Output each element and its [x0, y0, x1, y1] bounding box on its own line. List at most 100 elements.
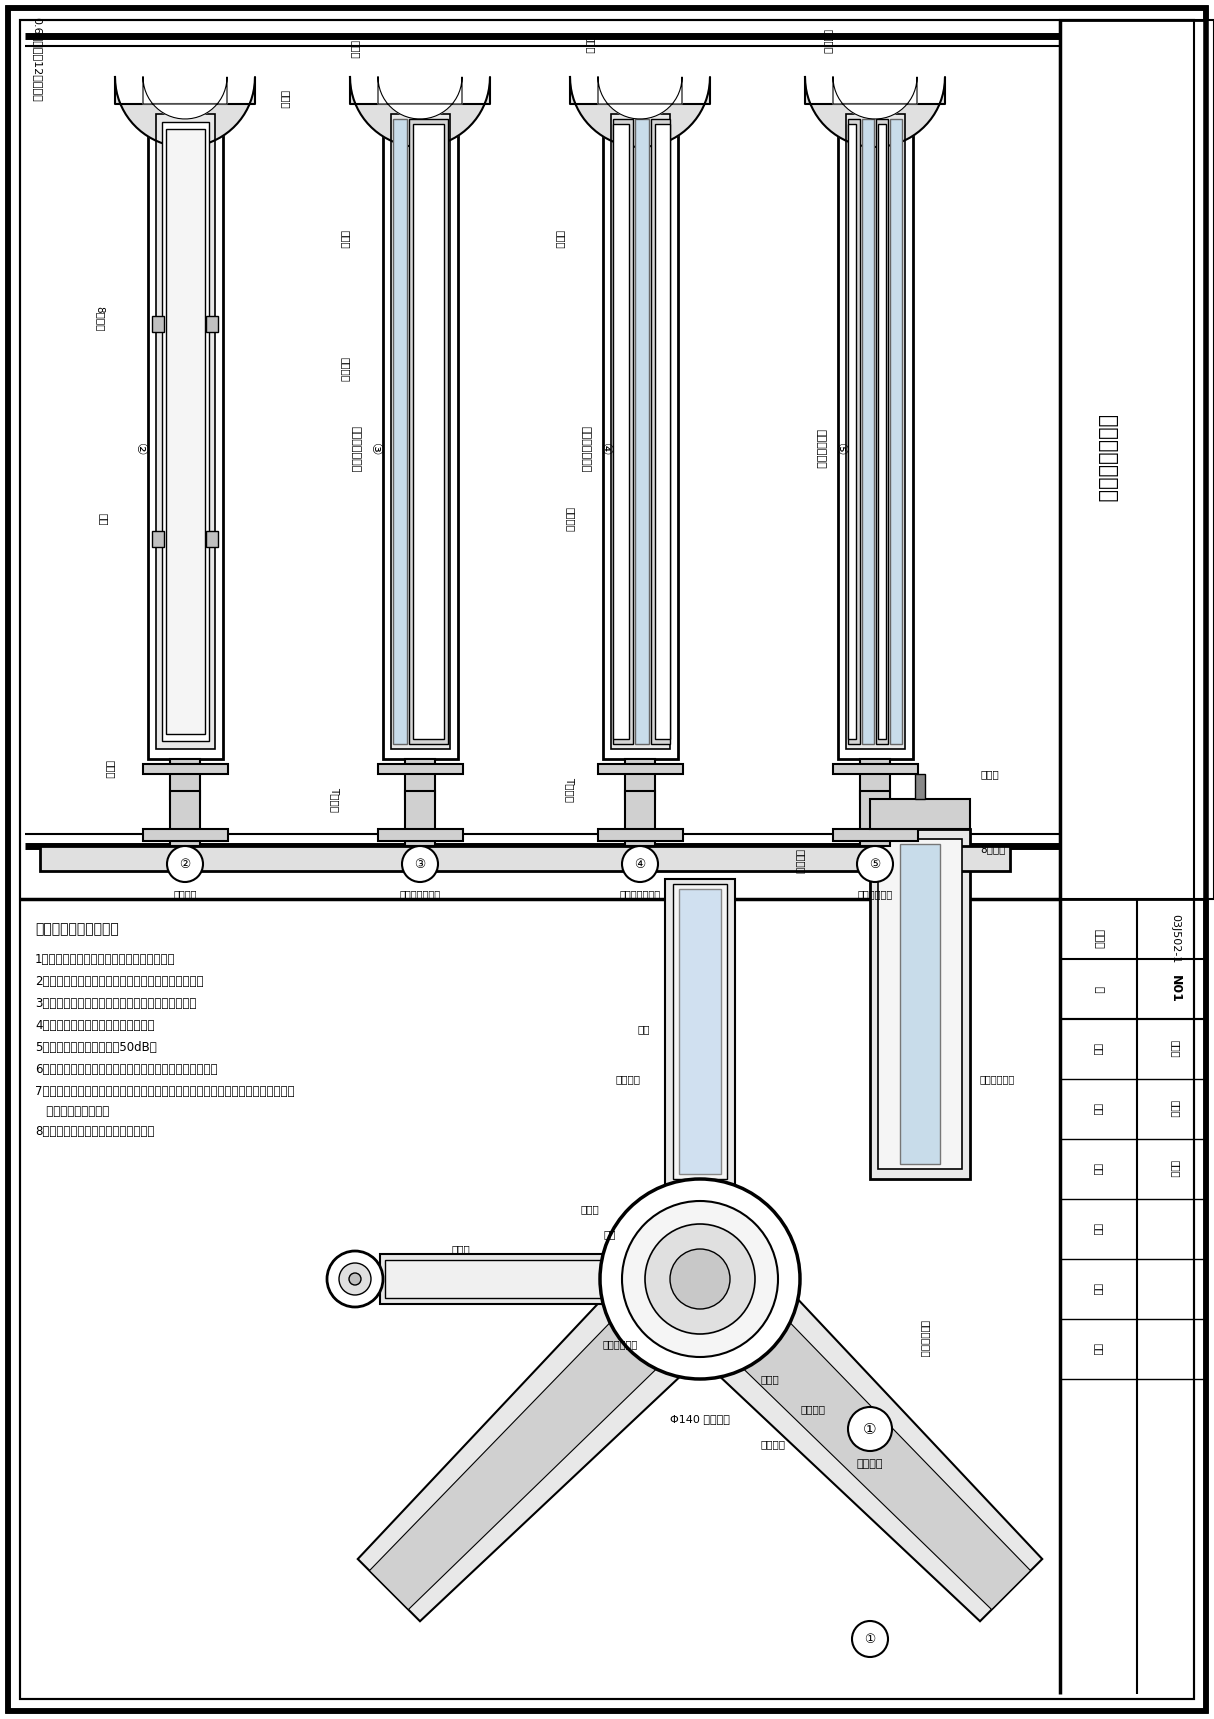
Bar [656, 124, 670, 739]
Bar [878, 839, 961, 1169]
Bar [599, 829, 683, 841]
Bar [870, 799, 970, 829]
Bar [625, 791, 656, 846]
Text: 墙边封口: 墙边封口 [823, 29, 833, 53]
Text: ④: ④ [599, 444, 612, 456]
Bar [385, 1260, 605, 1298]
Bar [635, 119, 649, 744]
Bar [599, 763, 683, 774]
Circle shape [348, 1274, 361, 1286]
Text: 墙边万向接口: 墙边万向接口 [920, 1320, 930, 1358]
Bar [611, 113, 670, 749]
Bar [833, 829, 918, 841]
Bar [900, 844, 940, 1164]
Text: 主龙骨: 主龙骨 [760, 1373, 778, 1384]
Text: T型接口: T型接口 [330, 787, 340, 811]
Text: 钢板模块: 钢板模块 [615, 1074, 640, 1085]
Text: 描图: 描图 [1093, 1282, 1104, 1294]
Text: ①: ① [863, 1422, 877, 1437]
Text: 设计: 设计 [1093, 1162, 1104, 1176]
Text: 模块式成品隔断墙特点: 模块式成品隔断墙特点 [35, 921, 119, 937]
Text: 钢板模块: 钢板模块 [174, 889, 197, 899]
Text: 优良修: 优良修 [1170, 1040, 1180, 1057]
Text: 边封口: 边封口 [585, 36, 595, 53]
Bar [166, 129, 205, 734]
Bar [148, 105, 223, 760]
Circle shape [857, 846, 894, 882]
Bar [378, 763, 463, 774]
Circle shape [339, 1263, 371, 1294]
Text: 双层玻璃模块: 双层玻璃模块 [815, 430, 826, 469]
Bar [161, 122, 209, 741]
Text: 4．重量轻，适合高层建筑承重要求。: 4．重量轻，适合高层建筑承重要求。 [35, 1018, 154, 1031]
Polygon shape [369, 1312, 666, 1609]
Text: 2．模块式组合，可随时拆装，随时改变其室间组合。: 2．模块式组合，可随时拆装，随时改变其室间组合。 [35, 975, 204, 987]
Text: 中单层玻璃模块: 中单层玻璃模块 [580, 426, 590, 473]
Polygon shape [665, 878, 734, 1190]
Text: 7．经过专业处理，是耐酸碱，无尘、防静电等场合适用的产品，符合药厂、电子厂: 7．经过专业处理，是耐酸碱，无尘、防静电等场合适用的产品，符合药厂、电子厂 [35, 1085, 295, 1097]
Bar [878, 124, 886, 739]
Text: 03J502-1: 03J502-1 [1170, 915, 1180, 964]
Text: N01: N01 [1169, 975, 1181, 1002]
Text: 防撞胶: 防撞胶 [580, 1203, 600, 1214]
Bar [152, 531, 164, 547]
Text: 制图: 制图 [1093, 1222, 1104, 1236]
Bar [613, 119, 632, 744]
Text: 门框: 门框 [603, 1229, 617, 1239]
Text: 校对: 校对 [1093, 1104, 1104, 1116]
Polygon shape [571, 77, 710, 146]
Bar [860, 791, 890, 846]
Text: 中单层玻璃模块: 中单层玻璃模块 [619, 889, 660, 899]
Bar [393, 119, 407, 744]
Text: ④: ④ [635, 858, 646, 870]
Text: 门合页: 门合页 [452, 1245, 470, 1253]
Bar [849, 119, 860, 744]
Text: 等特殊环境的要求。: 等特殊环境的要求。 [35, 1105, 109, 1117]
Polygon shape [358, 1296, 682, 1621]
Polygon shape [599, 77, 682, 119]
Text: 8厚玻璃: 8厚玻璃 [980, 844, 1005, 854]
Bar [157, 113, 215, 749]
Circle shape [670, 1250, 730, 1308]
Bar [206, 316, 219, 332]
Text: ⑤: ⑤ [869, 858, 880, 870]
Circle shape [645, 1224, 755, 1334]
Bar [877, 119, 887, 744]
Text: 6．由于是批量生产，成本较低，所以价格相对比较便宜。: 6．由于是批量生产，成本较低，所以价格相对比较便宜。 [35, 1062, 217, 1076]
Text: ③: ③ [368, 444, 382, 456]
Text: T型接口: T型接口 [565, 777, 575, 801]
Polygon shape [378, 77, 463, 119]
Text: 侧单层玻璃模块: 侧单层玻璃模块 [350, 426, 361, 473]
Text: 班班班: 班班班 [1170, 1160, 1180, 1178]
Bar [1060, 21, 1214, 899]
Text: Φ140 万向接口: Φ140 万向接口 [670, 1415, 730, 1423]
Text: 双层玻璃模块: 双层玻璃模块 [857, 889, 892, 899]
Text: ③: ③ [414, 858, 426, 870]
Circle shape [600, 1179, 800, 1379]
Polygon shape [717, 1296, 1043, 1621]
Text: 压条: 压条 [98, 512, 108, 526]
Bar [405, 791, 435, 846]
Circle shape [622, 1202, 778, 1356]
Polygon shape [733, 1312, 1031, 1609]
Text: 钢板模块: 钢板模块 [760, 1439, 785, 1449]
Circle shape [622, 846, 658, 882]
Bar [625, 760, 656, 799]
Polygon shape [115, 77, 255, 146]
Polygon shape [350, 77, 490, 146]
Bar [170, 791, 200, 846]
Text: 3．所有材质都是不燃烧品，具有良好的防火功能。: 3．所有材质都是不燃烧品，具有良好的防火功能。 [35, 997, 197, 1009]
Circle shape [849, 1406, 892, 1451]
Bar [870, 829, 970, 1179]
Bar [679, 889, 721, 1174]
Text: 玻璃压条: 玻璃压条 [340, 356, 350, 382]
Bar [143, 763, 228, 774]
Bar [378, 829, 463, 841]
Text: 钢板模块: 钢板模块 [800, 1404, 826, 1415]
Polygon shape [833, 77, 917, 119]
Circle shape [402, 846, 438, 882]
Polygon shape [805, 77, 944, 146]
Bar [860, 760, 890, 799]
Text: ②: ② [134, 444, 147, 456]
Bar [651, 119, 670, 744]
